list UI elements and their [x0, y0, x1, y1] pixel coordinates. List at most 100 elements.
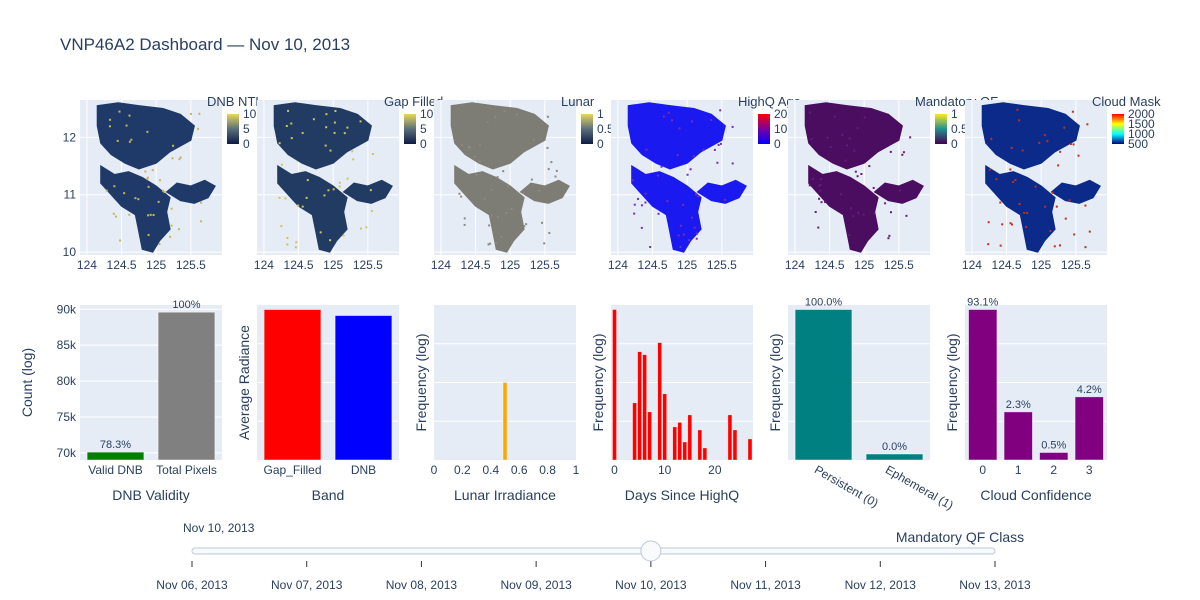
slider-handle[interactable]: [640, 540, 662, 562]
raster-pixel: [550, 161, 553, 164]
raster-pixel: [359, 120, 362, 123]
raster-pixel: [868, 165, 871, 168]
histogram-bar: [747, 438, 753, 461]
raster-pixel: [112, 212, 115, 215]
slider-step-label: Nov 06, 2013: [156, 578, 228, 592]
raster-pixel: [1058, 244, 1061, 247]
land-mass: [981, 102, 1101, 253]
raster-pixel: [305, 196, 308, 199]
histogram-bar: [687, 414, 693, 461]
raster-pixel: [644, 201, 647, 204]
raster-pixel: [458, 192, 461, 195]
raster-pixel: [510, 207, 513, 210]
histogram-bar: [642, 354, 647, 461]
bar-data-label: 0.5%: [1041, 439, 1066, 451]
histogram-bar: [632, 402, 637, 461]
raster-pixel: [640, 226, 643, 229]
raster-pixel: [278, 196, 281, 199]
x-tick-label: 1: [573, 463, 580, 477]
raster-pixel: [178, 158, 181, 161]
raster-pixel: [146, 178, 149, 181]
colorbar-tick: 10: [243, 107, 257, 121]
raster-pixel: [338, 185, 341, 188]
raster-pixel: [157, 200, 160, 203]
raster-pixel: [162, 189, 165, 192]
map-y-tick: 12: [63, 130, 77, 144]
raster-pixel: [990, 137, 993, 140]
raster-pixel: [1010, 146, 1013, 149]
raster-pixel: [128, 114, 131, 117]
x-tick-label: 3: [1086, 463, 1093, 477]
raster-pixel: [687, 239, 690, 242]
slider-rail[interactable]: [191, 547, 996, 555]
raster-pixel: [995, 178, 998, 181]
raster-pixel: [172, 144, 175, 147]
raster-pixel: [1023, 211, 1026, 214]
raster-pixel: [346, 126, 349, 129]
raster-pixel: [1012, 181, 1015, 184]
raster-pixel: [854, 170, 857, 173]
colorbar-title: Cloud Mask: [1092, 94, 1161, 109]
x-tick-label: 2: [1050, 463, 1057, 477]
raster-pixel: [666, 200, 669, 203]
raster-pixel: [163, 191, 166, 194]
histogram-bar: [732, 429, 738, 461]
raster-pixel: [862, 213, 865, 216]
colorbar-tick: 0.5: [597, 122, 614, 136]
y-axis-title: Count (log): [19, 348, 35, 417]
map-x-tick: 124: [962, 258, 982, 272]
map-x-tick: 124: [608, 258, 628, 272]
colorbar-tick: 0: [243, 137, 250, 151]
raster-pixel: [1018, 119, 1021, 122]
colorbar: [581, 114, 593, 144]
colorbar-tick: 500: [1128, 137, 1148, 151]
bar-data-label: 100%: [172, 299, 200, 311]
colorbar-tick: 20: [774, 107, 788, 121]
raster-pixel: [343, 132, 346, 135]
raster-pixel: [1018, 203, 1021, 206]
raster-pixel: [130, 138, 133, 141]
x-tick-label: 0: [611, 463, 618, 477]
raster-pixel: [686, 173, 689, 176]
raster-pixel: [114, 215, 117, 218]
raster-pixel: [109, 118, 112, 121]
raster-pixel: [295, 241, 298, 244]
raster-pixel: [717, 143, 720, 146]
raster-pixel: [530, 178, 533, 181]
raster-pixel: [833, 115, 836, 118]
raster-pixel: [158, 243, 161, 246]
raster-pixel: [123, 192, 126, 195]
raster-pixel: [108, 125, 111, 128]
y-tick-label: 70k: [57, 446, 77, 460]
raster-pixel: [731, 125, 734, 128]
map-raster: [96, 102, 216, 253]
raster-pixel: [301, 131, 304, 134]
raster-pixel: [333, 121, 336, 124]
raster-pixel: [332, 188, 335, 191]
raster-pixel: [468, 146, 471, 149]
raster-pixel: [719, 142, 722, 145]
raster-pixel: [522, 192, 525, 195]
colorbar-tick: 2000: [1128, 107, 1155, 121]
raster-pixel: [682, 233, 685, 236]
raster-pixel: [1009, 222, 1012, 225]
raster-pixel: [1071, 110, 1074, 113]
y-axis-title: Average Radiance: [236, 325, 252, 440]
raster-pixel: [365, 226, 368, 229]
raster-pixel: [633, 203, 636, 206]
slider-step-label: Nov 13, 2013: [959, 578, 1031, 592]
raster-pixel: [490, 214, 493, 217]
date-slider[interactable]: Nov 10, 2013 Nov 06, 2013 Nov 07, 2013 Nov …: [156, 521, 1031, 592]
raster-pixel: [856, 127, 859, 130]
raster-pixel: [887, 237, 890, 240]
raster-pixel: [473, 155, 476, 158]
raster-pixel: [505, 211, 508, 214]
raster-pixel: [678, 127, 681, 130]
raster-pixel: [631, 179, 634, 182]
raster-pixel: [346, 177, 349, 180]
bar-3: [1074, 396, 1104, 461]
raster-pixel: [1043, 134, 1046, 137]
map-x-tick: 125: [677, 258, 697, 272]
colorbar-title: Gap Filled: [384, 94, 443, 109]
